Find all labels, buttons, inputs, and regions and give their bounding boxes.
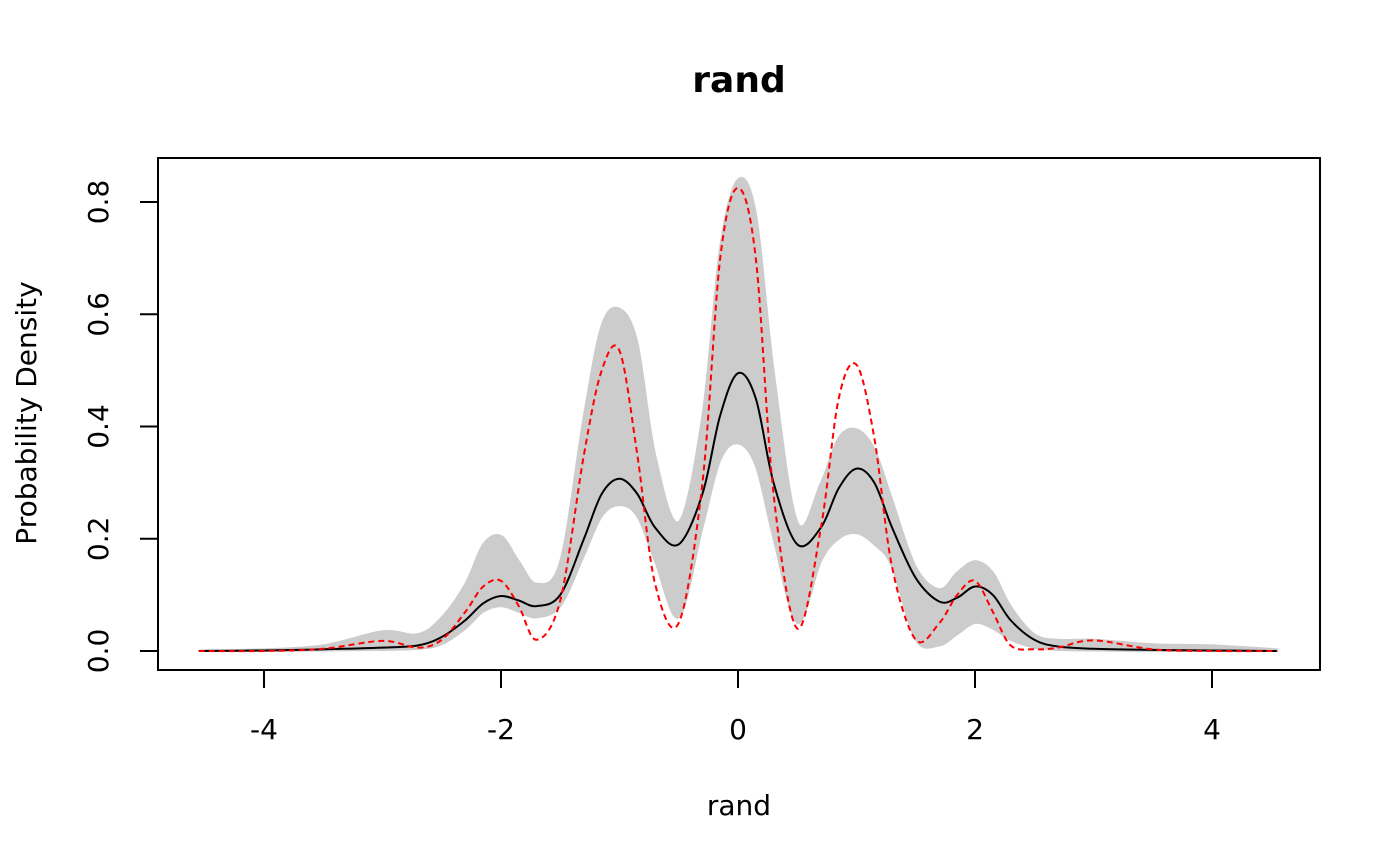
envelope-upper-line <box>198 176 1278 652</box>
y-tick-label: 0.0 <box>82 629 115 674</box>
y-axis: 0.0 0.2 0.4 0.6 0.8 <box>82 180 159 674</box>
envelope-lower-line <box>198 442 1278 653</box>
x-tick-label: -4 <box>250 713 278 746</box>
x-tick-label: 0 <box>729 713 747 746</box>
x-tick-label: 4 <box>1203 713 1221 746</box>
y-tick-label: 0.4 <box>82 404 115 449</box>
observed-density-line <box>198 186 1278 653</box>
x-axis-label: rand <box>707 789 771 822</box>
y-tick-label: 0.8 <box>82 180 115 225</box>
y-axis-label: Probability Density <box>10 281 43 544</box>
x-axis: -4 -2 0 2 4 <box>250 669 1221 746</box>
simulated-density-envelope <box>198 177 1278 652</box>
y-tick-label: 0.6 <box>82 292 115 337</box>
x-tick-label: 2 <box>966 713 984 746</box>
plot-area <box>198 176 1278 653</box>
y-tick-label: 0.2 <box>82 517 115 562</box>
mean-density-line <box>198 371 1278 652</box>
chart-title: rand <box>692 60 785 101</box>
x-tick-label: -2 <box>487 713 515 746</box>
